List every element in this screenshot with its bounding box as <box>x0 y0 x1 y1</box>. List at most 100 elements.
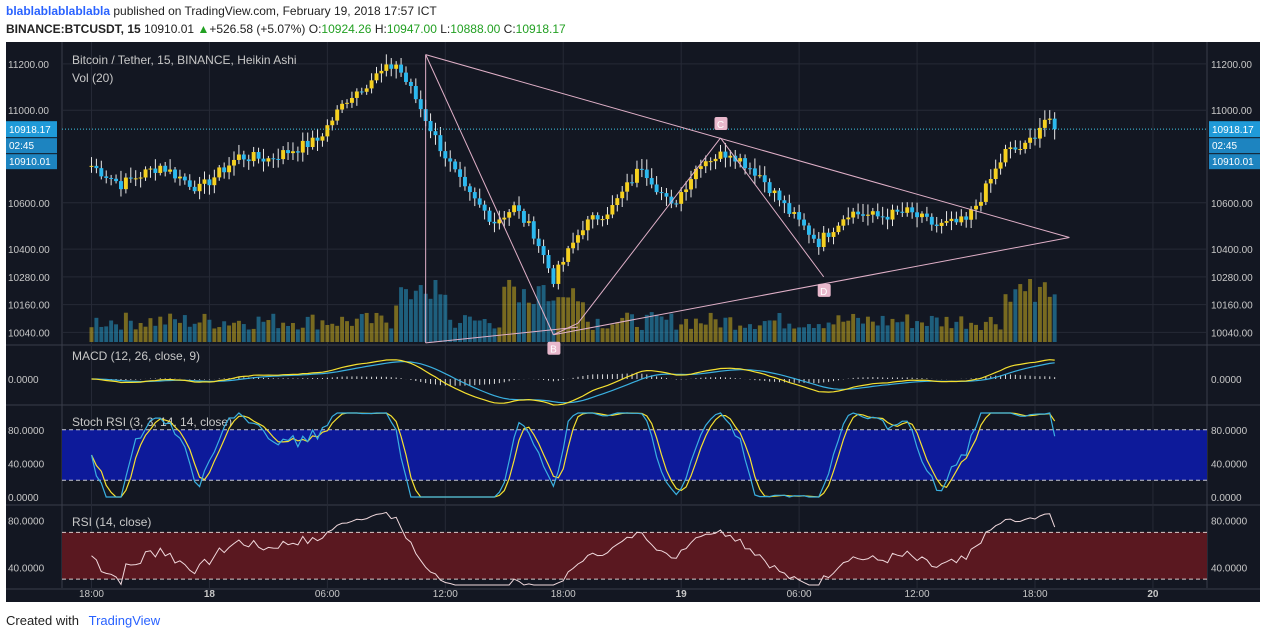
candle-body <box>782 200 787 204</box>
candle-body <box>394 64 399 69</box>
volume-bar <box>433 280 438 342</box>
candle-body <box>472 192 477 199</box>
volume-bar <box>915 321 920 342</box>
volume-bar <box>232 322 236 342</box>
candle-body <box>585 219 590 231</box>
candle-body <box>1042 119 1047 128</box>
candle-body <box>276 158 281 160</box>
volume-bar <box>99 326 104 342</box>
candle-body <box>236 154 241 160</box>
volume-bar <box>1033 301 1037 342</box>
stoch-tick-left: 40.0000 <box>8 459 45 470</box>
candle-body <box>1003 148 1008 163</box>
stoch-title: Stoch RSI (3, 3, 14, 14, close) <box>72 415 232 429</box>
volume-bar <box>123 312 128 342</box>
candle-body <box>870 211 875 215</box>
volume-bar <box>246 329 251 342</box>
rsi-tick-left: 40.0000 <box>8 563 45 574</box>
volume-bar <box>757 325 762 342</box>
volume-bar <box>497 327 502 342</box>
chart-area[interactable]: 18:00 18 06:00 12:00 18:00 19 06:00 12:00 18:00 2… <box>6 42 1260 602</box>
candle-body <box>114 178 119 182</box>
volume-bar <box>192 323 197 342</box>
candle-body <box>320 136 325 141</box>
last-price: 10910.01 <box>144 22 195 36</box>
candle-body <box>959 216 964 223</box>
last-price-badge-left-bg <box>6 121 57 138</box>
volume-bar <box>1013 289 1018 342</box>
candle-body <box>374 73 379 81</box>
high-label: H: <box>374 22 387 36</box>
tradingview-logo-text[interactable]: TradingView <box>88 613 161 628</box>
candle-body <box>492 221 497 224</box>
volume-bar <box>1052 294 1057 342</box>
x-tick-label: 06:00 <box>315 589 340 600</box>
volume-bar <box>349 325 354 342</box>
y-tick-label-left: 10040.00 <box>8 328 50 339</box>
volume-bar <box>158 316 163 342</box>
candle-body <box>109 177 114 179</box>
candle-body <box>684 189 689 193</box>
candle-body <box>910 207 915 213</box>
candle-body <box>821 232 826 248</box>
volume-bar <box>870 321 875 342</box>
volume-bar <box>207 319 212 342</box>
macd-signal-line <box>91 361 1055 404</box>
volume-bar <box>168 313 173 342</box>
pattern-line <box>553 322 579 336</box>
x-tick-label: 06:00 <box>787 589 812 600</box>
stoch-tick-right: 80.0000 <box>1211 426 1248 437</box>
volume-bar <box>787 323 792 342</box>
volume-bar <box>1047 296 1052 342</box>
volume-bar <box>286 325 291 342</box>
candle-body <box>502 217 507 220</box>
volume-bar <box>295 329 300 342</box>
volume-bar <box>354 318 359 342</box>
volume-bar <box>659 316 664 342</box>
candle-body <box>718 151 723 159</box>
candle-body <box>94 165 99 169</box>
candle-body <box>743 158 748 169</box>
volume-bar <box>743 327 748 342</box>
volume-bar <box>944 316 949 342</box>
volume-bar <box>939 326 944 342</box>
volume-bar <box>605 328 610 342</box>
candle-body <box>433 131 438 136</box>
y-tick-label-left: 11000.00 <box>8 106 49 117</box>
candle-body <box>939 222 944 226</box>
candle-body <box>462 176 467 187</box>
volume-bar <box>806 324 811 342</box>
candle-body <box>964 216 969 220</box>
rsi-band <box>62 532 1207 580</box>
low-label: L: <box>440 22 451 36</box>
candle-body <box>325 125 330 137</box>
stoch-band <box>62 429 1207 481</box>
x-tick-label: 12:00 <box>905 589 930 600</box>
candle-body <box>192 186 197 192</box>
y-tick-label-left: 11200.00 <box>8 60 49 71</box>
candle-body <box>364 88 369 92</box>
candle-body <box>241 154 246 160</box>
volume-bar <box>128 320 133 342</box>
volume-bar <box>802 327 807 342</box>
candle-body <box>689 179 693 190</box>
volume-bar <box>900 321 905 342</box>
candle-body <box>590 215 595 220</box>
volume-bar <box>177 322 182 342</box>
candle-body <box>625 182 630 192</box>
volume-bar <box>949 328 954 342</box>
volume-bar <box>654 314 659 342</box>
volume-bar <box>576 301 580 342</box>
volume-bar <box>453 327 458 342</box>
candle-body <box>851 211 856 218</box>
price-pane-title: Bitcoin / Tether, 15, BINANCE, Heikin As… <box>72 53 297 67</box>
candle-body <box>1013 147 1018 150</box>
candle-body <box>158 165 163 173</box>
candle-body <box>246 159 251 162</box>
pattern-line <box>720 137 825 278</box>
volume-bars <box>89 279 1057 342</box>
candle-body <box>993 168 998 180</box>
y-tick-label-right: 11000.00 <box>1211 106 1252 117</box>
author-name[interactable]: blablablablablabla <box>6 4 111 18</box>
candle-body <box>620 191 625 199</box>
